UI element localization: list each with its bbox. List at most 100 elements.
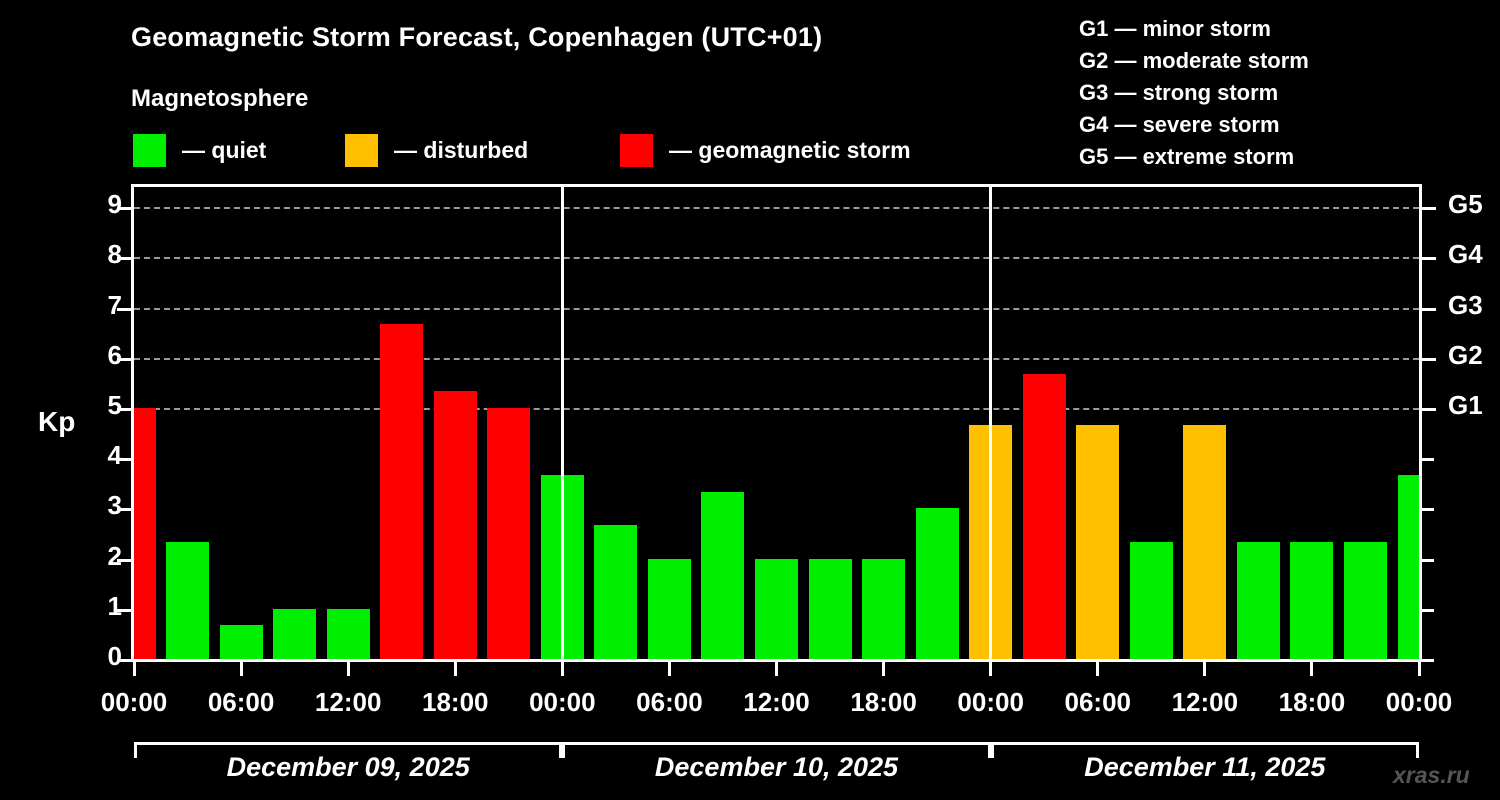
legend-swatch-disturbed bbox=[345, 133, 378, 167]
g-scale-row: G2 — moderate storm bbox=[1079, 48, 1309, 73]
day-bracket bbox=[134, 742, 563, 758]
day-bracket bbox=[990, 742, 1419, 758]
x-tick-label: 00:00 bbox=[957, 687, 1024, 717]
legend-label-disturbed: — disturbed bbox=[394, 136, 529, 163]
x-tick-mark bbox=[1203, 662, 1207, 676]
x-tick-mark bbox=[1310, 662, 1314, 676]
gridline bbox=[134, 357, 1419, 360]
g-tick-mark bbox=[1422, 307, 1436, 311]
bar bbox=[862, 558, 906, 659]
gridline bbox=[134, 307, 1419, 310]
legend-label-quiet: — quiet bbox=[182, 136, 267, 163]
bar bbox=[1290, 542, 1334, 659]
x-tick-label: 00:00 bbox=[1385, 687, 1453, 717]
x-tick-mark bbox=[775, 662, 778, 676]
g-scale-row: G4 — severe storm bbox=[1079, 112, 1280, 137]
y-tick-label: 2 bbox=[107, 540, 122, 571]
watermark: xras.ru bbox=[1393, 762, 1470, 788]
section-label: Magnetosphere bbox=[131, 85, 309, 112]
bar bbox=[647, 558, 691, 659]
x-tick-label: 06:00 bbox=[1064, 687, 1132, 717]
g-tick-label: G1 bbox=[1448, 389, 1483, 420]
bar-series bbox=[134, 187, 1419, 659]
g-scale-row: G5 — extreme storm bbox=[1079, 144, 1295, 169]
g-minor-tick bbox=[1422, 508, 1434, 512]
bar bbox=[1076, 424, 1120, 659]
legend-swatch-quiet bbox=[133, 133, 166, 167]
gridline bbox=[134, 407, 1419, 410]
y-tick-label: 4 bbox=[107, 440, 122, 471]
legend-label-storm: — geomagnetic storm bbox=[669, 136, 911, 163]
page-title: Geomagnetic Storm Forecast, Copenhagen (… bbox=[131, 22, 823, 52]
x-tick-label: 12:00 bbox=[1171, 687, 1239, 717]
y-tick-mark bbox=[117, 508, 131, 512]
y-tick-label: 6 bbox=[107, 339, 122, 370]
day-separators bbox=[134, 187, 1419, 659]
x-tick-label: 18:00 bbox=[1278, 687, 1346, 717]
bar bbox=[808, 558, 852, 659]
bar bbox=[433, 391, 477, 659]
x-tick-label: 18:00 bbox=[850, 687, 917, 717]
x-tick-mark bbox=[453, 662, 457, 676]
y-tick-mark bbox=[117, 307, 131, 311]
bar bbox=[1183, 424, 1227, 659]
y-tick-mark bbox=[117, 207, 131, 211]
g-tick-label: G4 bbox=[1448, 239, 1483, 270]
x-tick-mark bbox=[239, 662, 243, 676]
x-tick-label: 12:00 bbox=[314, 687, 382, 717]
day-bracket bbox=[562, 742, 991, 758]
y-tick-label: 8 bbox=[107, 239, 122, 270]
bar bbox=[755, 558, 798, 659]
g-scale-legend: G1 — minor storm G2 — moderate storm G3 … bbox=[1079, 13, 1309, 173]
g-minor-tick bbox=[1422, 558, 1434, 562]
x-tick-mark bbox=[346, 662, 350, 676]
y-axis-title: Kp bbox=[38, 406, 76, 437]
g-scale-row: G3 — strong storm bbox=[1079, 80, 1279, 105]
legend-item-quiet: — quiet bbox=[133, 133, 266, 167]
g-scale-row: G1 — minor storm bbox=[1079, 16, 1271, 41]
bar bbox=[594, 524, 638, 659]
y-tick-mark bbox=[117, 357, 131, 361]
gridline bbox=[134, 207, 1419, 210]
g-tick-mark bbox=[1422, 357, 1436, 361]
g-tick-mark bbox=[1422, 257, 1436, 261]
g-minor-tick bbox=[1422, 608, 1434, 612]
x-tick-label: 00:00 bbox=[100, 687, 168, 717]
y-tick-mark bbox=[117, 407, 131, 411]
bar bbox=[380, 324, 424, 659]
x-tick-label: 18:00 bbox=[422, 687, 489, 717]
x-tick-mark bbox=[132, 662, 136, 676]
x-tick-label: 06:00 bbox=[207, 687, 275, 717]
bar bbox=[701, 491, 745, 659]
g-tick-mark bbox=[1422, 207, 1436, 211]
y-tick-label: 7 bbox=[107, 289, 122, 320]
y-tick-mark bbox=[117, 458, 131, 462]
bar bbox=[915, 508, 959, 659]
y-tick-mark bbox=[117, 558, 131, 562]
y-tick-label: 0 bbox=[107, 641, 122, 671]
x-tick-label: 06:00 bbox=[636, 687, 703, 717]
g-minor-tick bbox=[1422, 458, 1434, 462]
x-tick-mark bbox=[1417, 662, 1421, 676]
x-tick-mark bbox=[560, 662, 564, 676]
y-tick-mark bbox=[117, 659, 131, 662]
legend-item-disturbed: — disturbed bbox=[345, 133, 528, 167]
y-tick-label: 1 bbox=[107, 590, 122, 621]
g-tick-mark bbox=[1422, 407, 1436, 411]
y-tick-label: 3 bbox=[107, 490, 122, 521]
bar bbox=[326, 608, 370, 659]
g-tick-label: G2 bbox=[1448, 339, 1483, 370]
day-label: December 10, 2025 bbox=[654, 752, 899, 782]
bar bbox=[1397, 474, 1419, 659]
x-tick-label: 00:00 bbox=[529, 687, 596, 717]
day-separator bbox=[989, 187, 993, 659]
x-tick-mark bbox=[667, 662, 671, 676]
y-tick-label: 5 bbox=[107, 389, 122, 420]
g-minor-tick bbox=[1422, 659, 1434, 662]
x-tick-mark bbox=[989, 662, 993, 676]
x-tick-label: 12:00 bbox=[743, 687, 810, 717]
day-label: December 11, 2025 bbox=[1084, 752, 1326, 782]
g-tick-label: G3 bbox=[1448, 289, 1483, 320]
bar bbox=[1236, 542, 1280, 659]
